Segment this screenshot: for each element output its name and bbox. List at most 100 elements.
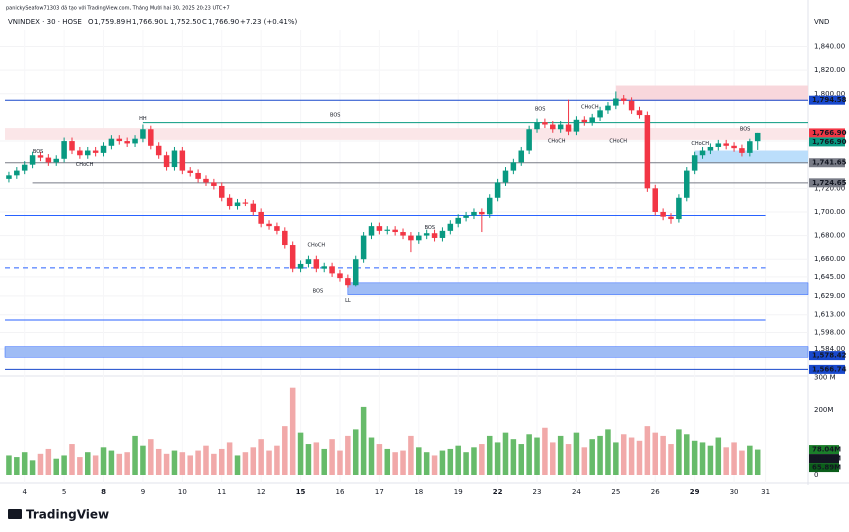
volume-label: 71.13M xyxy=(812,455,841,463)
volume-bar xyxy=(61,455,67,475)
candle-body xyxy=(660,211,666,217)
volume-label-box xyxy=(809,445,839,455)
volume-bar xyxy=(305,444,312,475)
candle-body xyxy=(589,117,595,123)
volume-bar xyxy=(479,444,485,475)
annotation: LL xyxy=(345,298,351,304)
candle-body xyxy=(45,157,52,163)
price-label: 1,724.65 xyxy=(812,179,847,187)
volume-bar xyxy=(148,439,154,475)
volume-bar xyxy=(282,426,288,475)
annotation: BOS xyxy=(425,225,435,231)
candle-body xyxy=(573,119,580,132)
price-label: 1,766.90 xyxy=(812,129,847,137)
candle-body xyxy=(754,132,761,142)
volume-bar xyxy=(155,448,162,475)
candle-body xyxy=(636,110,643,116)
candle-body xyxy=(321,266,327,269)
annotation: CHoCH xyxy=(548,139,566,145)
volume-bar xyxy=(368,437,375,475)
candle-body xyxy=(77,150,83,156)
volume-bar xyxy=(754,449,761,475)
candle-body xyxy=(282,230,288,246)
candle-body xyxy=(289,245,296,269)
logo-icon xyxy=(8,509,22,519)
candle-body xyxy=(258,211,264,224)
candle-body xyxy=(218,185,225,198)
y-tick-label: 1,613.00 xyxy=(814,311,845,319)
candle-body xyxy=(384,229,391,231)
candle-body xyxy=(226,197,233,207)
price-label-box xyxy=(809,128,845,138)
currency: VND xyxy=(814,18,829,26)
y-tick-label: 1,720.00 xyxy=(814,184,845,192)
candle-body xyxy=(6,175,12,179)
candle-body xyxy=(140,129,146,139)
volume-bar xyxy=(163,453,170,475)
y-tick-label: 1,660.00 xyxy=(814,255,845,263)
x-tick-label: 11 xyxy=(217,488,226,496)
candle-body xyxy=(337,273,343,279)
candle-body xyxy=(699,150,706,156)
candle-body xyxy=(747,141,753,153)
volume-bar xyxy=(463,452,469,475)
x-tick-label: 16 xyxy=(336,488,345,496)
ohlc-value: 1,766.90 xyxy=(132,18,163,26)
volume-bar xyxy=(258,439,264,475)
candle-body xyxy=(360,235,367,260)
candle-body xyxy=(707,146,714,151)
y-tick-label: 1,629.00 xyxy=(814,292,845,300)
volume-bar xyxy=(100,447,107,475)
candle-body xyxy=(53,158,59,163)
candle-body xyxy=(605,105,611,111)
candle-body xyxy=(502,170,509,183)
annotation: CHoCH xyxy=(76,162,94,168)
volume-bar xyxy=(439,450,446,475)
candle-body xyxy=(21,164,28,171)
ohlc-key: C xyxy=(202,18,207,26)
volume-bar xyxy=(431,455,438,475)
zone xyxy=(615,85,808,101)
candle-body xyxy=(620,98,627,101)
volume-bar xyxy=(526,434,532,475)
candle-body xyxy=(416,235,422,241)
volume-bar xyxy=(250,447,257,475)
candle-body xyxy=(400,232,406,236)
candle-body xyxy=(29,155,36,165)
volume-bar xyxy=(731,442,737,475)
price-label-box xyxy=(809,178,845,188)
volume-bar xyxy=(37,453,44,475)
volume-tick-label: 0 xyxy=(814,471,818,479)
volume-bar xyxy=(211,453,217,475)
annotation: BOS xyxy=(33,149,43,155)
volume-bar xyxy=(195,450,201,475)
y-tick-label: 1,584.00 xyxy=(814,345,845,353)
price-label-box xyxy=(809,364,845,374)
candle-body xyxy=(392,229,398,233)
zone xyxy=(5,128,808,140)
volume-bar xyxy=(447,448,454,475)
price-label: 1,766.90 xyxy=(812,138,847,146)
annotation: CHoCH xyxy=(308,243,326,249)
x-tick-label: 25 xyxy=(611,488,620,496)
volume-bar xyxy=(171,450,178,475)
volume-bar xyxy=(502,432,509,475)
annotation: BOS xyxy=(740,127,750,133)
volume-bar xyxy=(400,450,406,475)
candle-body xyxy=(431,233,438,238)
volume-bar xyxy=(628,437,635,475)
price-label: 1,741.65 xyxy=(812,159,847,167)
volume-bar xyxy=(518,444,525,475)
annotation: BOS xyxy=(535,107,545,113)
volume-bar xyxy=(140,445,146,475)
volume-bar xyxy=(715,437,722,475)
volume-label-box xyxy=(809,463,839,473)
volume-bar xyxy=(313,442,320,475)
candle-body xyxy=(739,148,745,153)
x-tick-label: 4 xyxy=(22,488,27,496)
candle-body xyxy=(116,138,123,142)
candle-body xyxy=(203,178,209,183)
x-tick-label: 8 xyxy=(101,488,106,496)
x-tick-label: 24 xyxy=(572,488,581,496)
candle-body xyxy=(195,172,201,179)
